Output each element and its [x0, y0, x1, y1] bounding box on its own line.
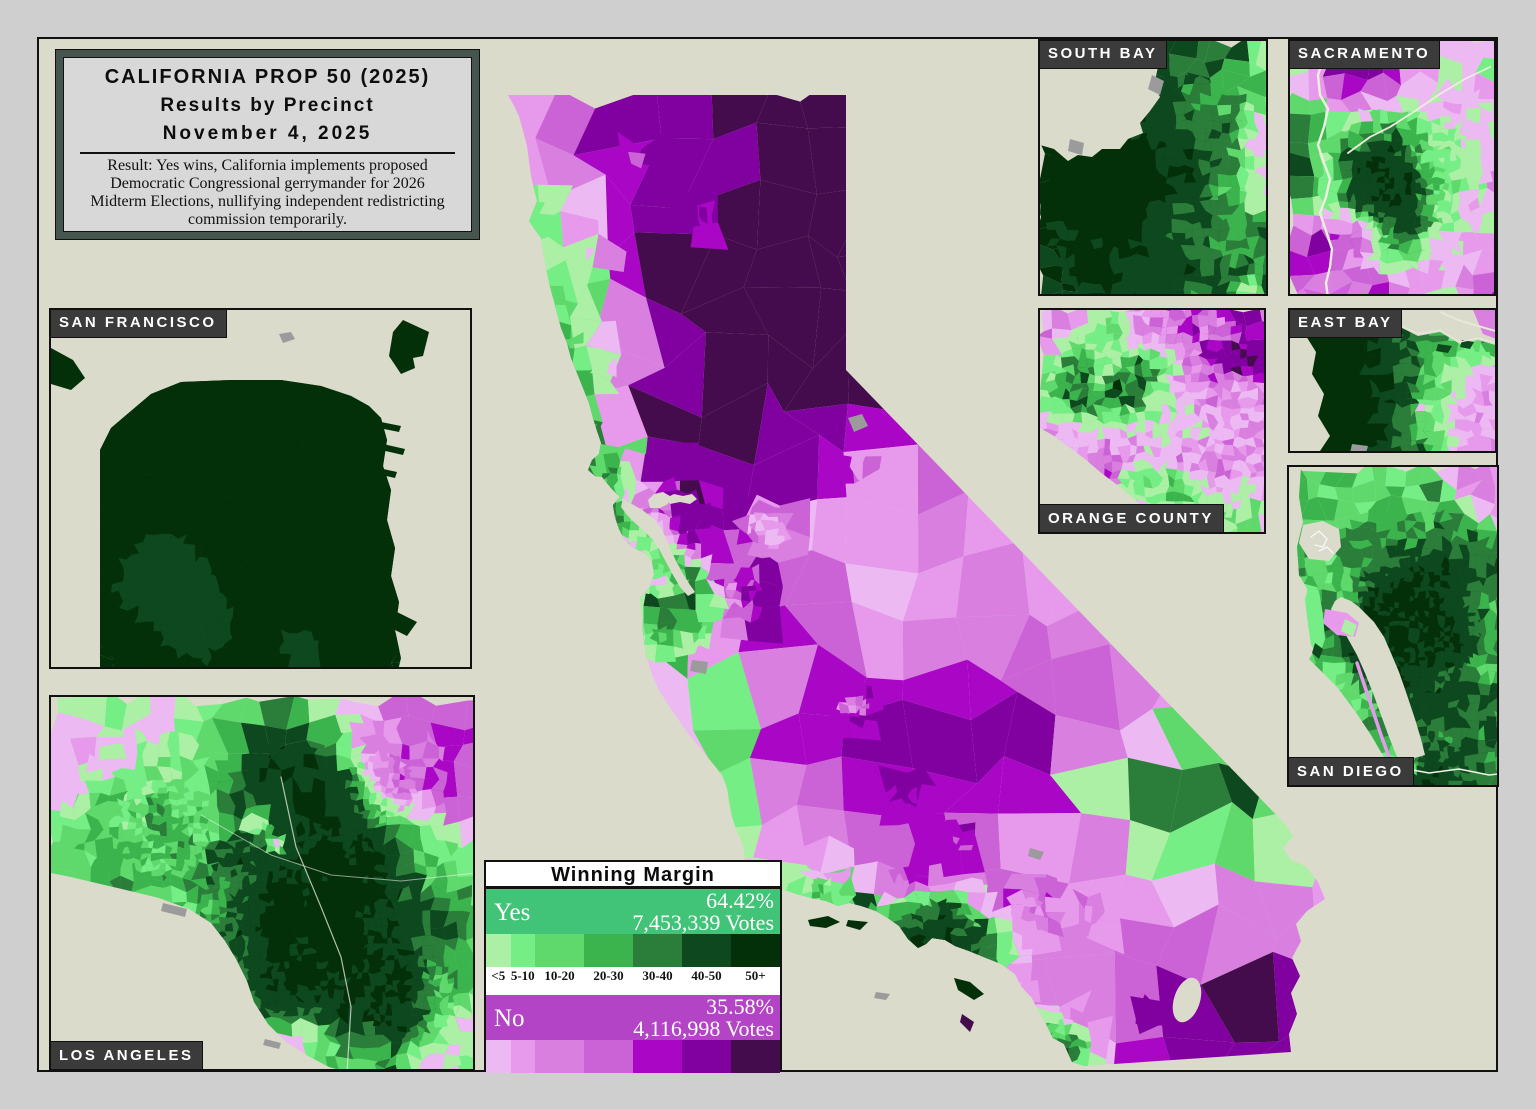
legend-bin-label: 5-10 [510, 968, 535, 983]
legend-bin-labels: <5 5-10 10-20 20-30 30-40 40-50 50+ [486, 967, 780, 986]
inset-south-bay: SOUTH BAY [1038, 39, 1268, 296]
legend-title: Winning Margin [486, 862, 780, 889]
inset-map-san-diego [1289, 467, 1497, 785]
legend-gap [486, 986, 780, 995]
legend-bin-label: 30-40 [642, 968, 673, 983]
legend-swatch [633, 934, 682, 967]
inset-label-orange-county: ORANGE COUNTY [1040, 504, 1224, 532]
legend-box: Winning Margin Yes 64.42% 7,453,339 Vote… [484, 860, 782, 1073]
inset-label-south-bay: SOUTH BAY [1040, 41, 1168, 69]
legend-swatch [510, 934, 535, 967]
map-board: CALIFORNIA PROP 50 (2025) Results by Pre… [37, 37, 1499, 1073]
inset-san-francisco: SAN FRANCISCO [49, 308, 472, 669]
legend-swatch [682, 934, 731, 967]
inset-label-east-bay: EAST BAY [1290, 310, 1403, 338]
inset-map-san-francisco [51, 320, 429, 667]
legend-no-bar: No 35.58% 4,116,998 Votes [486, 995, 780, 1040]
legend-no-label: No [494, 1005, 525, 1032]
result-note: Result: Yes wins, California implements … [90, 157, 445, 228]
inset-map-los-angeles [51, 697, 473, 1069]
legend-no-scale [486, 1040, 780, 1073]
page-subtitle: Results by Precinct [160, 95, 375, 116]
inset-label-sacramento: SACRAMENTO [1290, 41, 1441, 69]
legend-swatch [535, 1040, 584, 1073]
inset-orange-county: ORANGE COUNTY [1038, 308, 1266, 534]
legend-bin-label: 40-50 [691, 968, 722, 983]
inset-label-san-francisco: SAN FRANCISCO [51, 310, 227, 338]
legend-no-votes: 4,116,998 Votes [633, 1016, 774, 1041]
legend-bin-label: 10-20 [544, 968, 575, 983]
legend-no-percent: 35.58% [706, 994, 774, 1019]
title-box: CALIFORNIA PROP 50 (2025) Results by Pre… [63, 57, 472, 232]
legend-bin-label: <5 [491, 968, 506, 983]
legend-swatch [633, 1040, 682, 1073]
legend-swatch [584, 1040, 633, 1073]
legend-yes-scale [486, 934, 780, 967]
legend-swatch [510, 1040, 535, 1073]
inset-sacramento: SACRAMENTO [1288, 39, 1496, 296]
inset-map-orange-county [1040, 310, 1264, 532]
page-title: CALIFORNIA PROP 50 (2025) [104, 66, 431, 88]
page-date: November 4, 2025 [162, 123, 373, 144]
title-divider [80, 152, 455, 154]
inset-label-san-diego: SAN DIEGO [1289, 757, 1414, 785]
legend-bin-label: 50+ [745, 968, 766, 983]
legend-swatch [682, 1040, 731, 1073]
legend-swatch [535, 934, 584, 967]
legend-swatch [731, 1040, 780, 1073]
inset-map-south-bay [1040, 41, 1266, 294]
legend-swatch [584, 934, 633, 967]
inset-label-los-angeles: LOS ANGELES [51, 1041, 204, 1069]
inset-san-diego: SAN DIEGO [1287, 465, 1499, 787]
inset-east-bay: EAST BAY [1288, 308, 1497, 453]
legend-yes-votes: 7,453,339 Votes [632, 910, 774, 935]
legend-swatch [486, 1040, 511, 1073]
legend-swatch [731, 934, 780, 967]
legend-yes-percent: 64.42% [706, 888, 774, 913]
inset-map-sacramento [1290, 41, 1494, 294]
legend-swatch [486, 934, 511, 967]
legend-yes-bar: Yes 64.42% 7,453,339 Votes [486, 889, 780, 934]
legend-bin-label: 20-30 [593, 968, 624, 983]
legend-yes-label: Yes [494, 899, 531, 926]
inset-los-angeles: LOS ANGELES [49, 695, 475, 1071]
